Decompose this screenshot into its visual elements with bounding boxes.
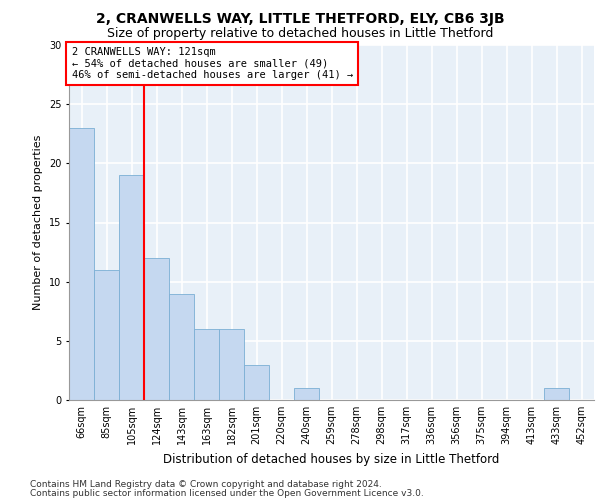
Y-axis label: Number of detached properties: Number of detached properties xyxy=(34,135,43,310)
Bar xyxy=(294,388,319,400)
Bar xyxy=(169,294,194,400)
Bar xyxy=(219,329,244,400)
Bar xyxy=(194,329,219,400)
Text: Size of property relative to detached houses in Little Thetford: Size of property relative to detached ho… xyxy=(107,28,493,40)
Bar xyxy=(144,258,169,400)
Text: Contains public sector information licensed under the Open Government Licence v3: Contains public sector information licen… xyxy=(30,489,424,498)
Bar xyxy=(544,388,569,400)
Bar xyxy=(119,175,144,400)
Bar xyxy=(244,364,269,400)
Text: Contains HM Land Registry data © Crown copyright and database right 2024.: Contains HM Land Registry data © Crown c… xyxy=(30,480,382,489)
Text: 2 CRANWELLS WAY: 121sqm
← 54% of detached houses are smaller (49)
46% of semi-de: 2 CRANWELLS WAY: 121sqm ← 54% of detache… xyxy=(71,47,353,80)
Bar xyxy=(94,270,119,400)
Bar xyxy=(69,128,94,400)
X-axis label: Distribution of detached houses by size in Little Thetford: Distribution of detached houses by size … xyxy=(163,452,500,466)
Text: 2, CRANWELLS WAY, LITTLE THETFORD, ELY, CB6 3JB: 2, CRANWELLS WAY, LITTLE THETFORD, ELY, … xyxy=(95,12,505,26)
